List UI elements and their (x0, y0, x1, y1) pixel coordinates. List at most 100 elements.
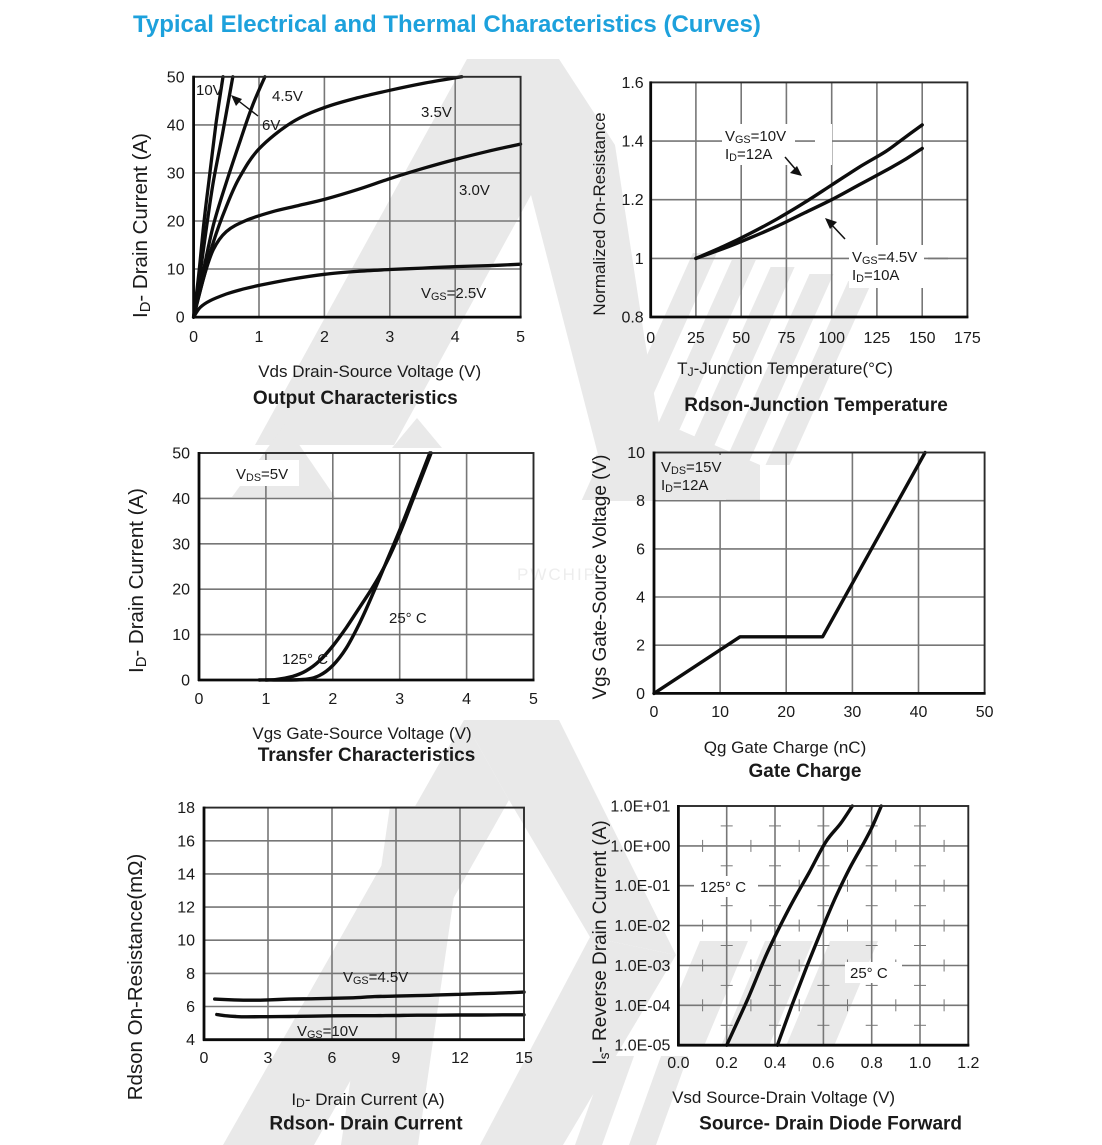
svg-text:0: 0 (650, 704, 659, 721)
svg-text:0: 0 (200, 1050, 209, 1067)
svg-text:20: 20 (167, 214, 185, 231)
svg-text:175: 175 (954, 330, 981, 347)
svg-text:ID- Drain Current (A): ID- Drain Current (A) (291, 1090, 444, 1110)
svg-text:25: 25 (687, 330, 705, 347)
svg-text:0: 0 (181, 673, 190, 690)
svg-text:Qg Gate Charge (nC): Qg Gate Charge (nC) (704, 738, 867, 757)
svg-text:50: 50 (976, 704, 994, 721)
svg-text:8: 8 (186, 966, 195, 983)
svg-text:VGS=10V: VGS=10V (297, 1023, 358, 1041)
svg-text:4: 4 (186, 1032, 195, 1049)
svg-text:Is- Reverse Drain Current (A): Is- Reverse Drain Current (A) (590, 820, 612, 1064)
svg-text:1.2: 1.2 (621, 192, 643, 209)
svg-text:30: 30 (844, 704, 862, 721)
svg-text:VDS=5V: VDS=5V (236, 466, 288, 484)
svg-text:ID- Drain Current (A): ID- Drain Current (A) (129, 133, 154, 318)
svg-text:Typical Electrical and Thermal: Typical Electrical and Thermal Character… (133, 11, 761, 38)
svg-text:18: 18 (177, 800, 195, 817)
svg-text:5: 5 (529, 691, 538, 708)
svg-text:150: 150 (909, 330, 936, 347)
svg-text:VGS=4.5V: VGS=4.5V (852, 249, 917, 267)
svg-text:100: 100 (818, 330, 845, 347)
svg-text:8: 8 (636, 493, 645, 510)
svg-text:PWCHIP: PWCHIP (517, 565, 597, 584)
svg-text:Vgs Gate-Source Voltage (V): Vgs Gate-Source Voltage (V) (252, 724, 471, 743)
svg-text:1.0E-03: 1.0E-03 (614, 958, 670, 975)
svg-text:2: 2 (636, 638, 645, 655)
svg-text:20: 20 (777, 704, 795, 721)
svg-text:50: 50 (732, 330, 750, 347)
svg-text:16: 16 (177, 833, 195, 850)
svg-text:1.4: 1.4 (621, 134, 643, 151)
svg-text:30: 30 (172, 536, 190, 553)
svg-text:3: 3 (264, 1050, 273, 1067)
svg-text:1.0E+00: 1.0E+00 (610, 838, 670, 855)
svg-text:Source- Drain Diode Forward: Source- Drain Diode Forward (699, 1114, 962, 1135)
svg-text:Rdson On-Resistance(mΩ): Rdson On-Resistance(mΩ) (124, 854, 147, 1101)
svg-text:10: 10 (172, 627, 190, 644)
svg-text:4.5V: 4.5V (272, 88, 303, 105)
svg-text:30: 30 (167, 165, 185, 182)
svg-text:0: 0 (176, 310, 185, 327)
svg-text:1.0E-01: 1.0E-01 (614, 878, 670, 895)
svg-text:6: 6 (186, 999, 195, 1016)
svg-text:40: 40 (167, 117, 185, 134)
svg-text:20: 20 (172, 582, 190, 599)
svg-text:3.0V: 3.0V (459, 182, 490, 199)
svg-text:Transfer Characteristics: Transfer Characteristics (258, 745, 476, 766)
svg-text:ID=12A: ID=12A (661, 477, 708, 495)
svg-text:2: 2 (328, 691, 337, 708)
svg-text:Rdson-Junction Temperature: Rdson-Junction Temperature (684, 395, 948, 416)
svg-text:6: 6 (636, 541, 645, 558)
svg-text:0.0: 0.0 (667, 1055, 689, 1072)
svg-text:Vgs Gate-Source Voltage (V): Vgs Gate-Source Voltage (V) (590, 454, 611, 699)
svg-text:50: 50 (167, 69, 185, 86)
svg-text:1.0E-05: 1.0E-05 (614, 1038, 670, 1055)
svg-text:75: 75 (778, 330, 796, 347)
svg-text:VGS=2.5V: VGS=2.5V (421, 285, 486, 303)
svg-text:TJ-Junction Temperature(°C): TJ-Junction Temperature(°C) (677, 359, 893, 379)
svg-text:ID=10A: ID=10A (852, 267, 899, 285)
svg-text:10V: 10V (196, 82, 223, 99)
svg-text:0: 0 (646, 330, 655, 347)
svg-text:ID- Drain Current (A): ID- Drain Current (A) (125, 488, 150, 673)
svg-text:125° C: 125° C (282, 651, 328, 668)
svg-text:Normalized On-Resistance: Normalized On-Resistance (590, 112, 609, 315)
svg-text:4: 4 (462, 691, 471, 708)
svg-text:3.5V: 3.5V (421, 104, 452, 121)
svg-text:Output Characteristics: Output Characteristics (253, 388, 458, 409)
svg-text:2: 2 (320, 329, 329, 346)
svg-text:1.6: 1.6 (621, 75, 643, 92)
svg-text:4: 4 (451, 329, 460, 346)
svg-text:Gate Charge: Gate Charge (749, 761, 862, 782)
svg-text:0: 0 (636, 686, 645, 703)
svg-text:40: 40 (910, 704, 928, 721)
svg-text:1: 1 (635, 251, 644, 268)
svg-text:0: 0 (195, 691, 204, 708)
svg-text:1.0E+01: 1.0E+01 (610, 799, 670, 816)
svg-text:15: 15 (515, 1050, 533, 1067)
svg-text:25° C: 25° C (850, 965, 888, 982)
svg-text:10: 10 (627, 445, 645, 462)
svg-text:5: 5 (516, 329, 525, 346)
svg-text:Vds Drain-Source Voltage (V): Vds Drain-Source Voltage (V) (258, 362, 481, 381)
svg-text:0.4: 0.4 (764, 1055, 786, 1072)
svg-text:VGS=4.5V: VGS=4.5V (343, 969, 408, 987)
svg-text:10: 10 (167, 262, 185, 279)
svg-text:1.0E-04: 1.0E-04 (614, 998, 670, 1015)
svg-text:1.0: 1.0 (909, 1055, 931, 1072)
svg-text:Rdson- Drain Current: Rdson- Drain Current (269, 1114, 463, 1135)
svg-text:1: 1 (255, 329, 264, 346)
svg-text:50: 50 (172, 446, 190, 463)
svg-text:3: 3 (395, 691, 404, 708)
svg-text:1: 1 (261, 691, 270, 708)
svg-text:4: 4 (636, 590, 645, 607)
svg-text:10: 10 (177, 933, 195, 950)
svg-text:1.0E-02: 1.0E-02 (614, 918, 670, 935)
svg-text:0.6: 0.6 (812, 1055, 834, 1072)
svg-text:3: 3 (385, 329, 394, 346)
svg-text:6: 6 (328, 1050, 337, 1067)
svg-text:125: 125 (864, 330, 891, 347)
svg-text:0.2: 0.2 (716, 1055, 738, 1072)
svg-text:125° C: 125° C (700, 879, 746, 896)
